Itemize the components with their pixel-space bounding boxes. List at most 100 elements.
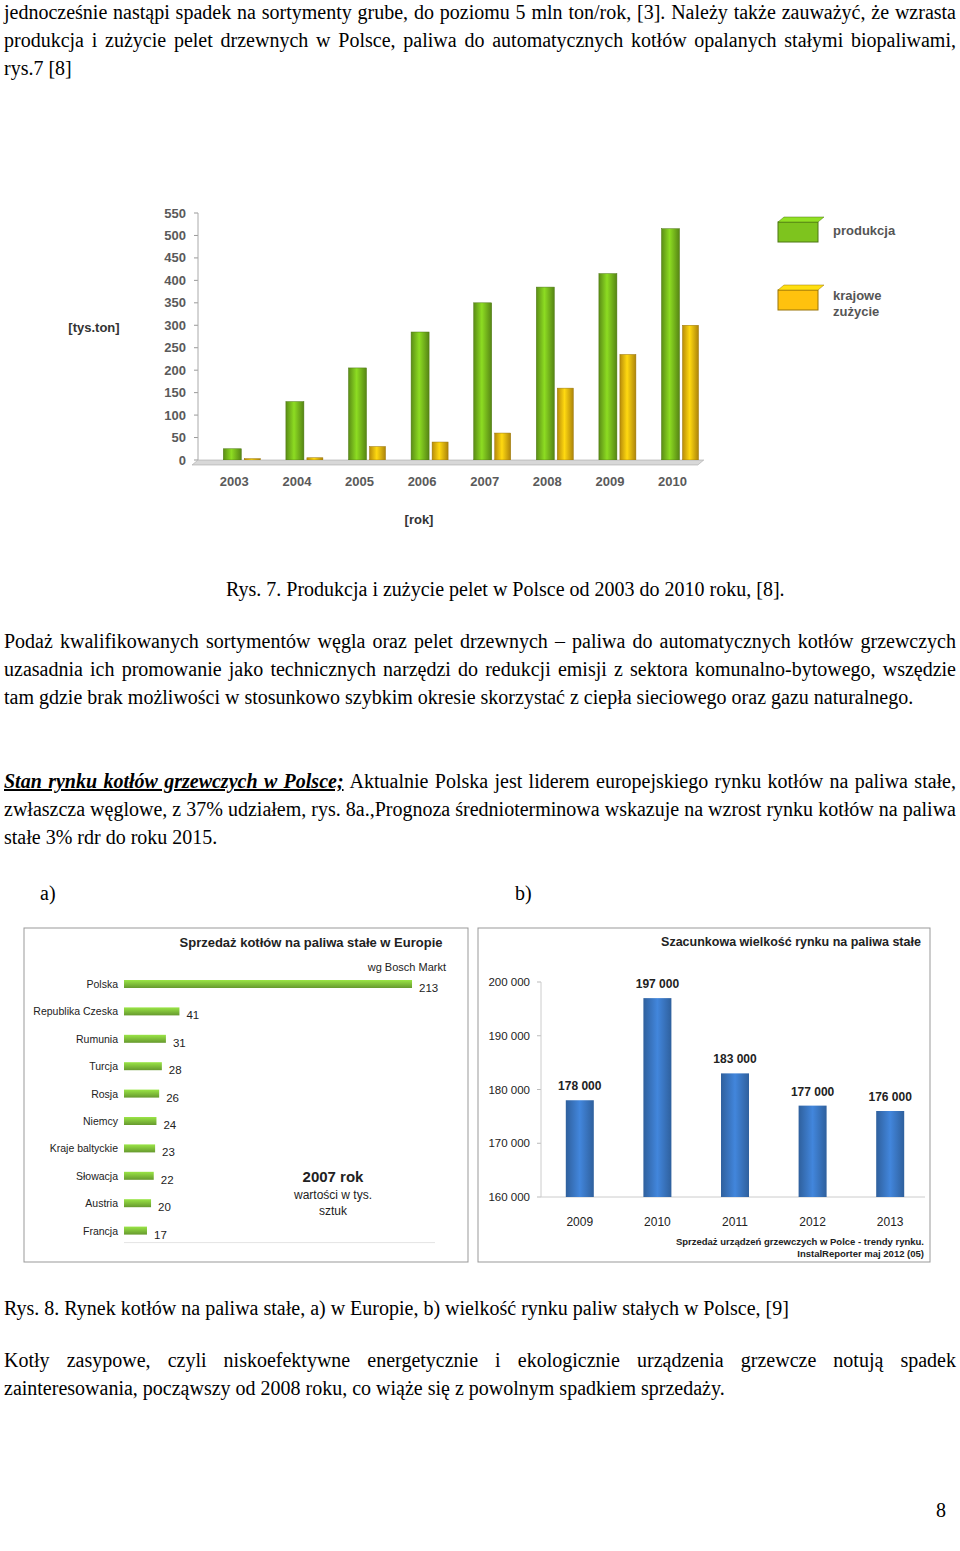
- bar: [124, 980, 412, 988]
- bar: [244, 459, 260, 460]
- category-label: Turcja: [89, 1060, 118, 1072]
- panel-label: a): [40, 879, 56, 907]
- bars: [566, 998, 904, 1197]
- bar: [370, 447, 386, 460]
- category-label: Słowacja: [76, 1170, 118, 1182]
- bar: [799, 1106, 827, 1197]
- bar: [124, 1117, 156, 1125]
- category-label: Republika Czeska: [33, 1005, 118, 1017]
- tick: [194, 302, 198, 303]
- tick: [194, 415, 198, 416]
- chart-grouped-bar: 0501001502002503003504004505005502003200…: [68, 206, 896, 528]
- tick: [537, 1035, 541, 1036]
- tick-label: 350: [164, 295, 186, 310]
- bar: [286, 402, 304, 460]
- category-label: Austria: [85, 1197, 118, 1209]
- x-tick-label: 2005: [345, 474, 374, 489]
- x-tick-label: 2010: [658, 474, 687, 489]
- bar: [683, 325, 699, 460]
- bar: [124, 1062, 162, 1070]
- bar: [124, 1035, 166, 1043]
- data-label: 41: [186, 1009, 199, 1021]
- chart-horizontal-bar: 213 Polska 41 Republika Czeska 31 Rumunia 28 Tu…: [24, 928, 468, 1262]
- bars: [124, 980, 412, 1235]
- data-label: 26: [166, 1092, 179, 1104]
- tick-label: 450: [164, 250, 186, 265]
- tick-label: 300: [164, 318, 186, 333]
- tick-label: 180 000: [488, 1084, 530, 1096]
- bar: [721, 1073, 749, 1197]
- tick-label: 170 000: [488, 1137, 530, 1149]
- bar: [432, 442, 448, 460]
- paragraph: jednocześnie nastąpi spadek na sortyment…: [4, 0, 956, 82]
- x-tick-label: 2013: [877, 1215, 904, 1229]
- x-tick-label: 2009: [566, 1215, 593, 1229]
- heading: Stan rynku kotłów grzewczych w Polsce;: [4, 770, 344, 792]
- tick-label: 50: [172, 430, 186, 445]
- floor: [192, 460, 704, 465]
- legend-label: krajowezużycie: [833, 288, 881, 319]
- tick-label: 150: [164, 385, 186, 400]
- category-label: Niemcy: [83, 1115, 119, 1127]
- tick: [194, 325, 198, 326]
- tick-label: 0: [179, 453, 186, 468]
- data-label: 213: [419, 982, 438, 994]
- bar: [566, 1100, 594, 1197]
- paragraph: Podaż kwalifikowanych sortymentów węgla …: [4, 627, 956, 711]
- data-label: 20: [158, 1201, 171, 1213]
- tick-label: 190 000: [488, 1030, 530, 1042]
- bar: [124, 1227, 147, 1235]
- data-label: 176 000: [869, 1090, 913, 1104]
- bar: [643, 998, 671, 1197]
- data-label: 28: [169, 1064, 182, 1076]
- annotation: wartości w tys.sztuk: [293, 1188, 372, 1218]
- bar: [495, 433, 511, 460]
- chart-frame: [478, 928, 930, 1262]
- x-tick-label: 2008: [533, 474, 562, 489]
- bar: [411, 332, 429, 460]
- tick-label: 250: [164, 340, 186, 355]
- bar: [124, 1144, 155, 1152]
- data-label: 177 000: [791, 1085, 835, 1099]
- legend-swatch: [778, 222, 818, 242]
- bar: [536, 287, 554, 460]
- x-tick-label: 2011: [722, 1215, 748, 1229]
- page: 0501001502002503003504004505005502003200…: [0, 0, 960, 1551]
- x-tick-label: 2003: [220, 474, 249, 489]
- category-label: Rumunia: [76, 1033, 118, 1045]
- chart-frame: [24, 928, 468, 1262]
- x-tick-label: 2012: [799, 1215, 826, 1229]
- bar: [876, 1111, 904, 1197]
- bar: [124, 1199, 151, 1207]
- tick: [194, 370, 198, 371]
- y-axis: [541, 982, 542, 1197]
- y-axis-title: [tys.ton]: [68, 320, 119, 335]
- category-label: Polska: [86, 978, 118, 990]
- category-label: Kraje baltyckie: [50, 1142, 118, 1154]
- bar: [620, 354, 636, 460]
- bar: [223, 449, 241, 460]
- legend-swatch-top: [778, 285, 824, 290]
- tick: [194, 280, 198, 281]
- bar: [124, 1007, 179, 1015]
- tick: [194, 437, 198, 438]
- tick: [537, 982, 541, 983]
- bar: [124, 1172, 154, 1180]
- caption: Rys. 7. Produkcja i zużycie pelet w Pols…: [226, 575, 785, 603]
- tick: [537, 1143, 541, 1144]
- legend-label: produkcja: [833, 223, 896, 238]
- legend-swatch: [778, 290, 818, 310]
- bar: [124, 1090, 159, 1098]
- tick: [537, 1197, 541, 1198]
- chart-title: Szacunkowa wielkość rynku na paliwa stał…: [661, 935, 921, 949]
- data-label: 31: [173, 1037, 186, 1049]
- tick-label: 400: [164, 273, 186, 288]
- data-label: 17: [154, 1229, 167, 1241]
- bar: [557, 388, 573, 460]
- tick: [194, 213, 198, 214]
- legend: produkcja krajowezużycie: [778, 217, 896, 319]
- bar: [307, 458, 323, 460]
- paragraph: Stan rynku kotłów grzewczych w Polsce;Ak…: [4, 767, 956, 851]
- x-tick-label: 2004: [282, 474, 312, 489]
- caption: Rys. 8. Rynek kotłów na paliwa stałe, a)…: [4, 1294, 789, 1322]
